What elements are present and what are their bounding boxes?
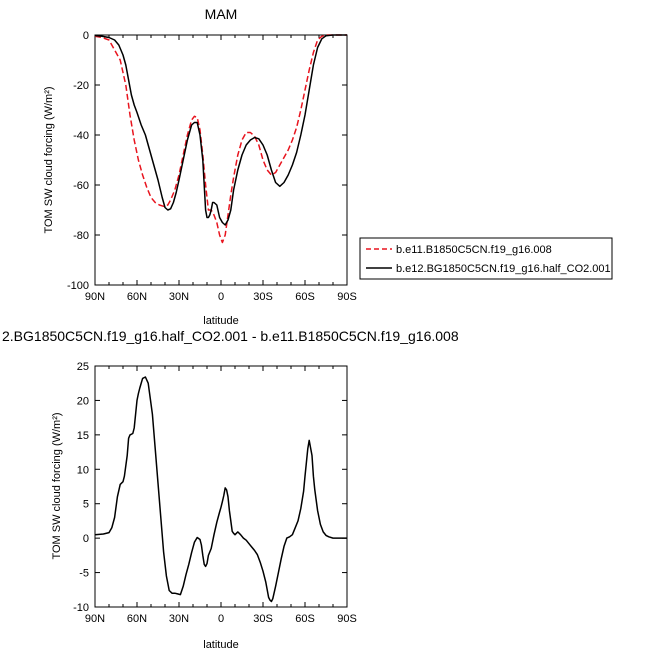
top-x-tick-label: 60N [127, 291, 147, 303]
legend: b.e11.B1850C5CN.f19_g16.008 b.e12.BG1850… [359, 237, 613, 280]
legend-box [359, 237, 613, 280]
bottom-x-tick-label: 30N [169, 613, 189, 625]
bottom-axis-ticks: 90N 60N 30N 0 30S 60S 90S 25 20 15 10 5 0 -5 -10 [73, 361, 357, 625]
bottom-series-line-1 [94, 376, 347, 603]
top-y-axis-label: TOM SW cloud forcing (W/m²) [43, 86, 55, 233]
top-x-tick-label: 0 [218, 291, 224, 303]
top-series-line-1 [94, 34, 347, 244]
top-x-axis-label: latitude [203, 315, 238, 327]
bottom-y-tick-label: 5 [83, 499, 89, 511]
top-y-tick-label: -40 [73, 130, 89, 142]
top-y-tick-label: 0 [83, 30, 89, 42]
bottom-plot-frame [94, 365, 348, 608]
bottom-x-tick-label: 90S [337, 613, 357, 625]
bottom-x-axis-label: latitude [203, 639, 238, 651]
bottom-y-tick-label: 0 [83, 533, 89, 545]
bottom-y-tick-label: 20 [77, 395, 89, 407]
bottom-y-tick-label: -10 [73, 602, 89, 614]
top-y-tick-label: -60 [73, 180, 89, 192]
top-x-tick-label: 30N [169, 291, 189, 303]
bottom-panel: 2.BG1850C5CN.f19_g16.half_CO2.001 - b.e1… [2, 328, 459, 651]
bottom-y-tick-label: -5 [79, 568, 89, 580]
legend-entry-2: b.e12.BG1850C5CN.f19_g16.half_CO2.001 [396, 263, 611, 275]
top-x-tick-label: 90S [337, 291, 357, 303]
bottom-y-tick-label: 15 [77, 430, 89, 442]
bottom-x-tick-label: 0 [218, 613, 224, 625]
top-panel: MAM latitude TOM SW cloud forcing (W/m²)… [43, 6, 357, 327]
bottom-chart-title: 2.BG1850C5CN.f19_g16.half_CO2.001 - b.e1… [2, 328, 459, 344]
top-y-tick-label: -100 [67, 280, 89, 292]
top-series-lines [94, 34, 347, 244]
bottom-y-tick-label: 25 [77, 361, 89, 373]
top-chart-title: MAM [205, 6, 238, 22]
top-series-line-2 [94, 34, 347, 226]
top-y-tick-label: -80 [73, 230, 89, 242]
legend-entry-1: b.e11.B1850C5CN.f19_g16.008 [396, 244, 552, 256]
top-y-tick-label: -20 [73, 80, 89, 92]
bottom-y-axis-label: TOM SW cloud forcing (W/m²) [51, 412, 63, 559]
top-axis-ticks: 90N 60N 30N 0 30S 60S 90S 0 -20 -40 -60 -80 -100 [67, 30, 357, 303]
top-x-tick-label: 30S [253, 291, 273, 303]
bottom-x-tick-label: 90N [85, 613, 105, 625]
bottom-x-tick-label: 30S [253, 613, 273, 625]
bottom-y-tick-label: 10 [77, 464, 89, 476]
bottom-x-tick-label: 60S [295, 613, 315, 625]
bottom-series-lines [94, 376, 347, 603]
bottom-x-tick-label: 60N [127, 613, 147, 625]
top-x-tick-label: 60S [295, 291, 315, 303]
top-x-tick-label: 90N [85, 291, 105, 303]
